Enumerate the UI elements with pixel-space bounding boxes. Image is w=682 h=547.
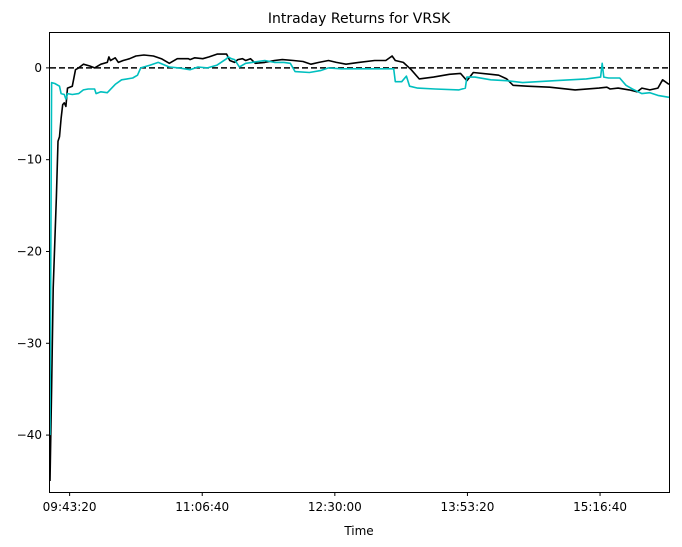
x-axis: 09:43:20 11:06:40 12:30:00 13:53:20 15:16:40 bbox=[43, 492, 627, 514]
plot-area bbox=[49, 53, 670, 482]
y-tick-label: −30 bbox=[17, 336, 42, 350]
y-tick-label: −10 bbox=[17, 153, 42, 167]
x-tick-label: 15:16:40 bbox=[573, 500, 627, 514]
x-tick-label: 12:30:00 bbox=[308, 500, 362, 514]
y-tick-label: −20 bbox=[17, 244, 42, 258]
y-axis: 0 −10 −20 −30 −40 bbox=[17, 61, 50, 442]
x-tick-label: 13:53:20 bbox=[440, 500, 494, 514]
y-tick-label: −40 bbox=[17, 428, 42, 442]
plot-frame bbox=[49, 32, 670, 493]
x-tick-label: 09:43:20 bbox=[43, 500, 97, 514]
chart-title: Intraday Returns for VRSK bbox=[268, 11, 451, 27]
x-axis-label: Time bbox=[343, 524, 373, 538]
series-line-2 bbox=[49, 56, 670, 436]
x-tick-label: 11:06:40 bbox=[175, 500, 229, 514]
y-tick-label: 0 bbox=[34, 61, 42, 75]
series-line-1 bbox=[49, 53, 670, 482]
